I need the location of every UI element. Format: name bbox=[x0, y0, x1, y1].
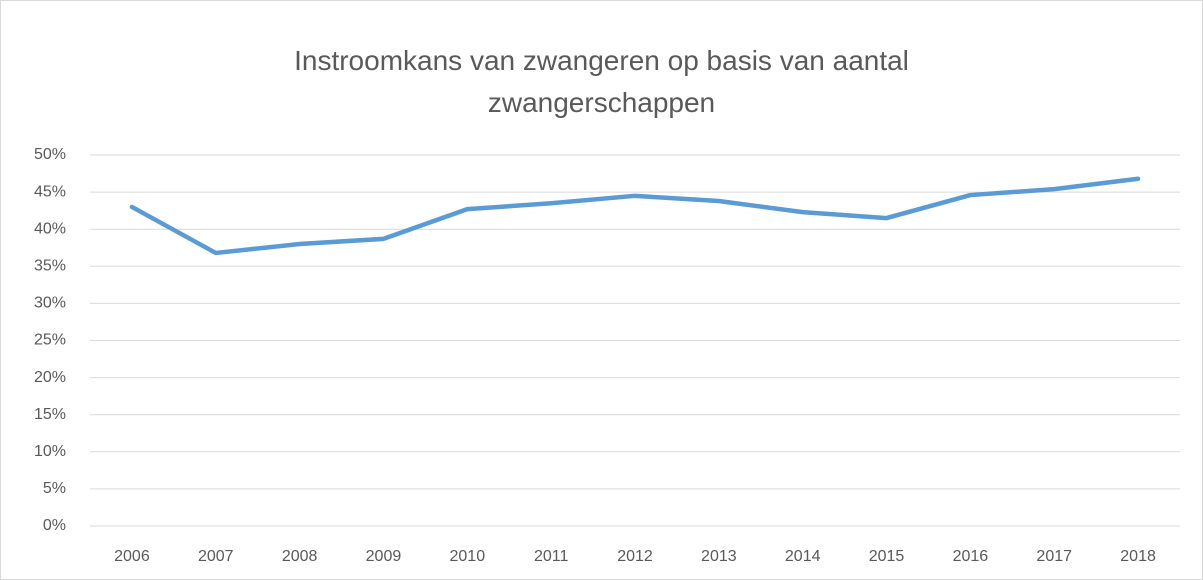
x-tick-label: 2006 bbox=[114, 548, 150, 565]
y-tick-label: 20% bbox=[34, 369, 66, 386]
x-tick-label: 2014 bbox=[785, 548, 821, 565]
y-tick-label: 50% bbox=[34, 146, 66, 163]
chart-title: Instroomkans van zwangeren op basis van … bbox=[294, 45, 909, 118]
y-tick-label: 30% bbox=[34, 295, 66, 312]
y-tick-label: 45% bbox=[34, 183, 66, 200]
x-tick-label: 2009 bbox=[366, 548, 402, 565]
data-line bbox=[129, 176, 1141, 256]
x-tick-label: 2008 bbox=[282, 548, 318, 565]
x-tick-label: 2007 bbox=[198, 548, 234, 565]
x-tick-label: 2017 bbox=[1036, 548, 1072, 565]
x-tick-label: 2018 bbox=[1120, 548, 1156, 565]
y-tick-label: 5% bbox=[43, 480, 66, 497]
x-tick-label: 2015 bbox=[869, 548, 905, 565]
y-tick-label: 10% bbox=[34, 443, 66, 460]
y-tick-label: 35% bbox=[34, 258, 66, 275]
x-tick-label: 2013 bbox=[701, 548, 737, 565]
x-tick-label: 2010 bbox=[450, 548, 486, 565]
y-tick-label: 15% bbox=[34, 406, 66, 423]
y-tick-label: 25% bbox=[34, 332, 66, 349]
x-tick-label: 2011 bbox=[534, 548, 569, 565]
y-tick-label: 0% bbox=[43, 517, 66, 534]
y-tick-label: 40% bbox=[34, 220, 66, 237]
x-tick-label: 2012 bbox=[617, 548, 653, 565]
x-tick-label: 2016 bbox=[953, 548, 989, 565]
